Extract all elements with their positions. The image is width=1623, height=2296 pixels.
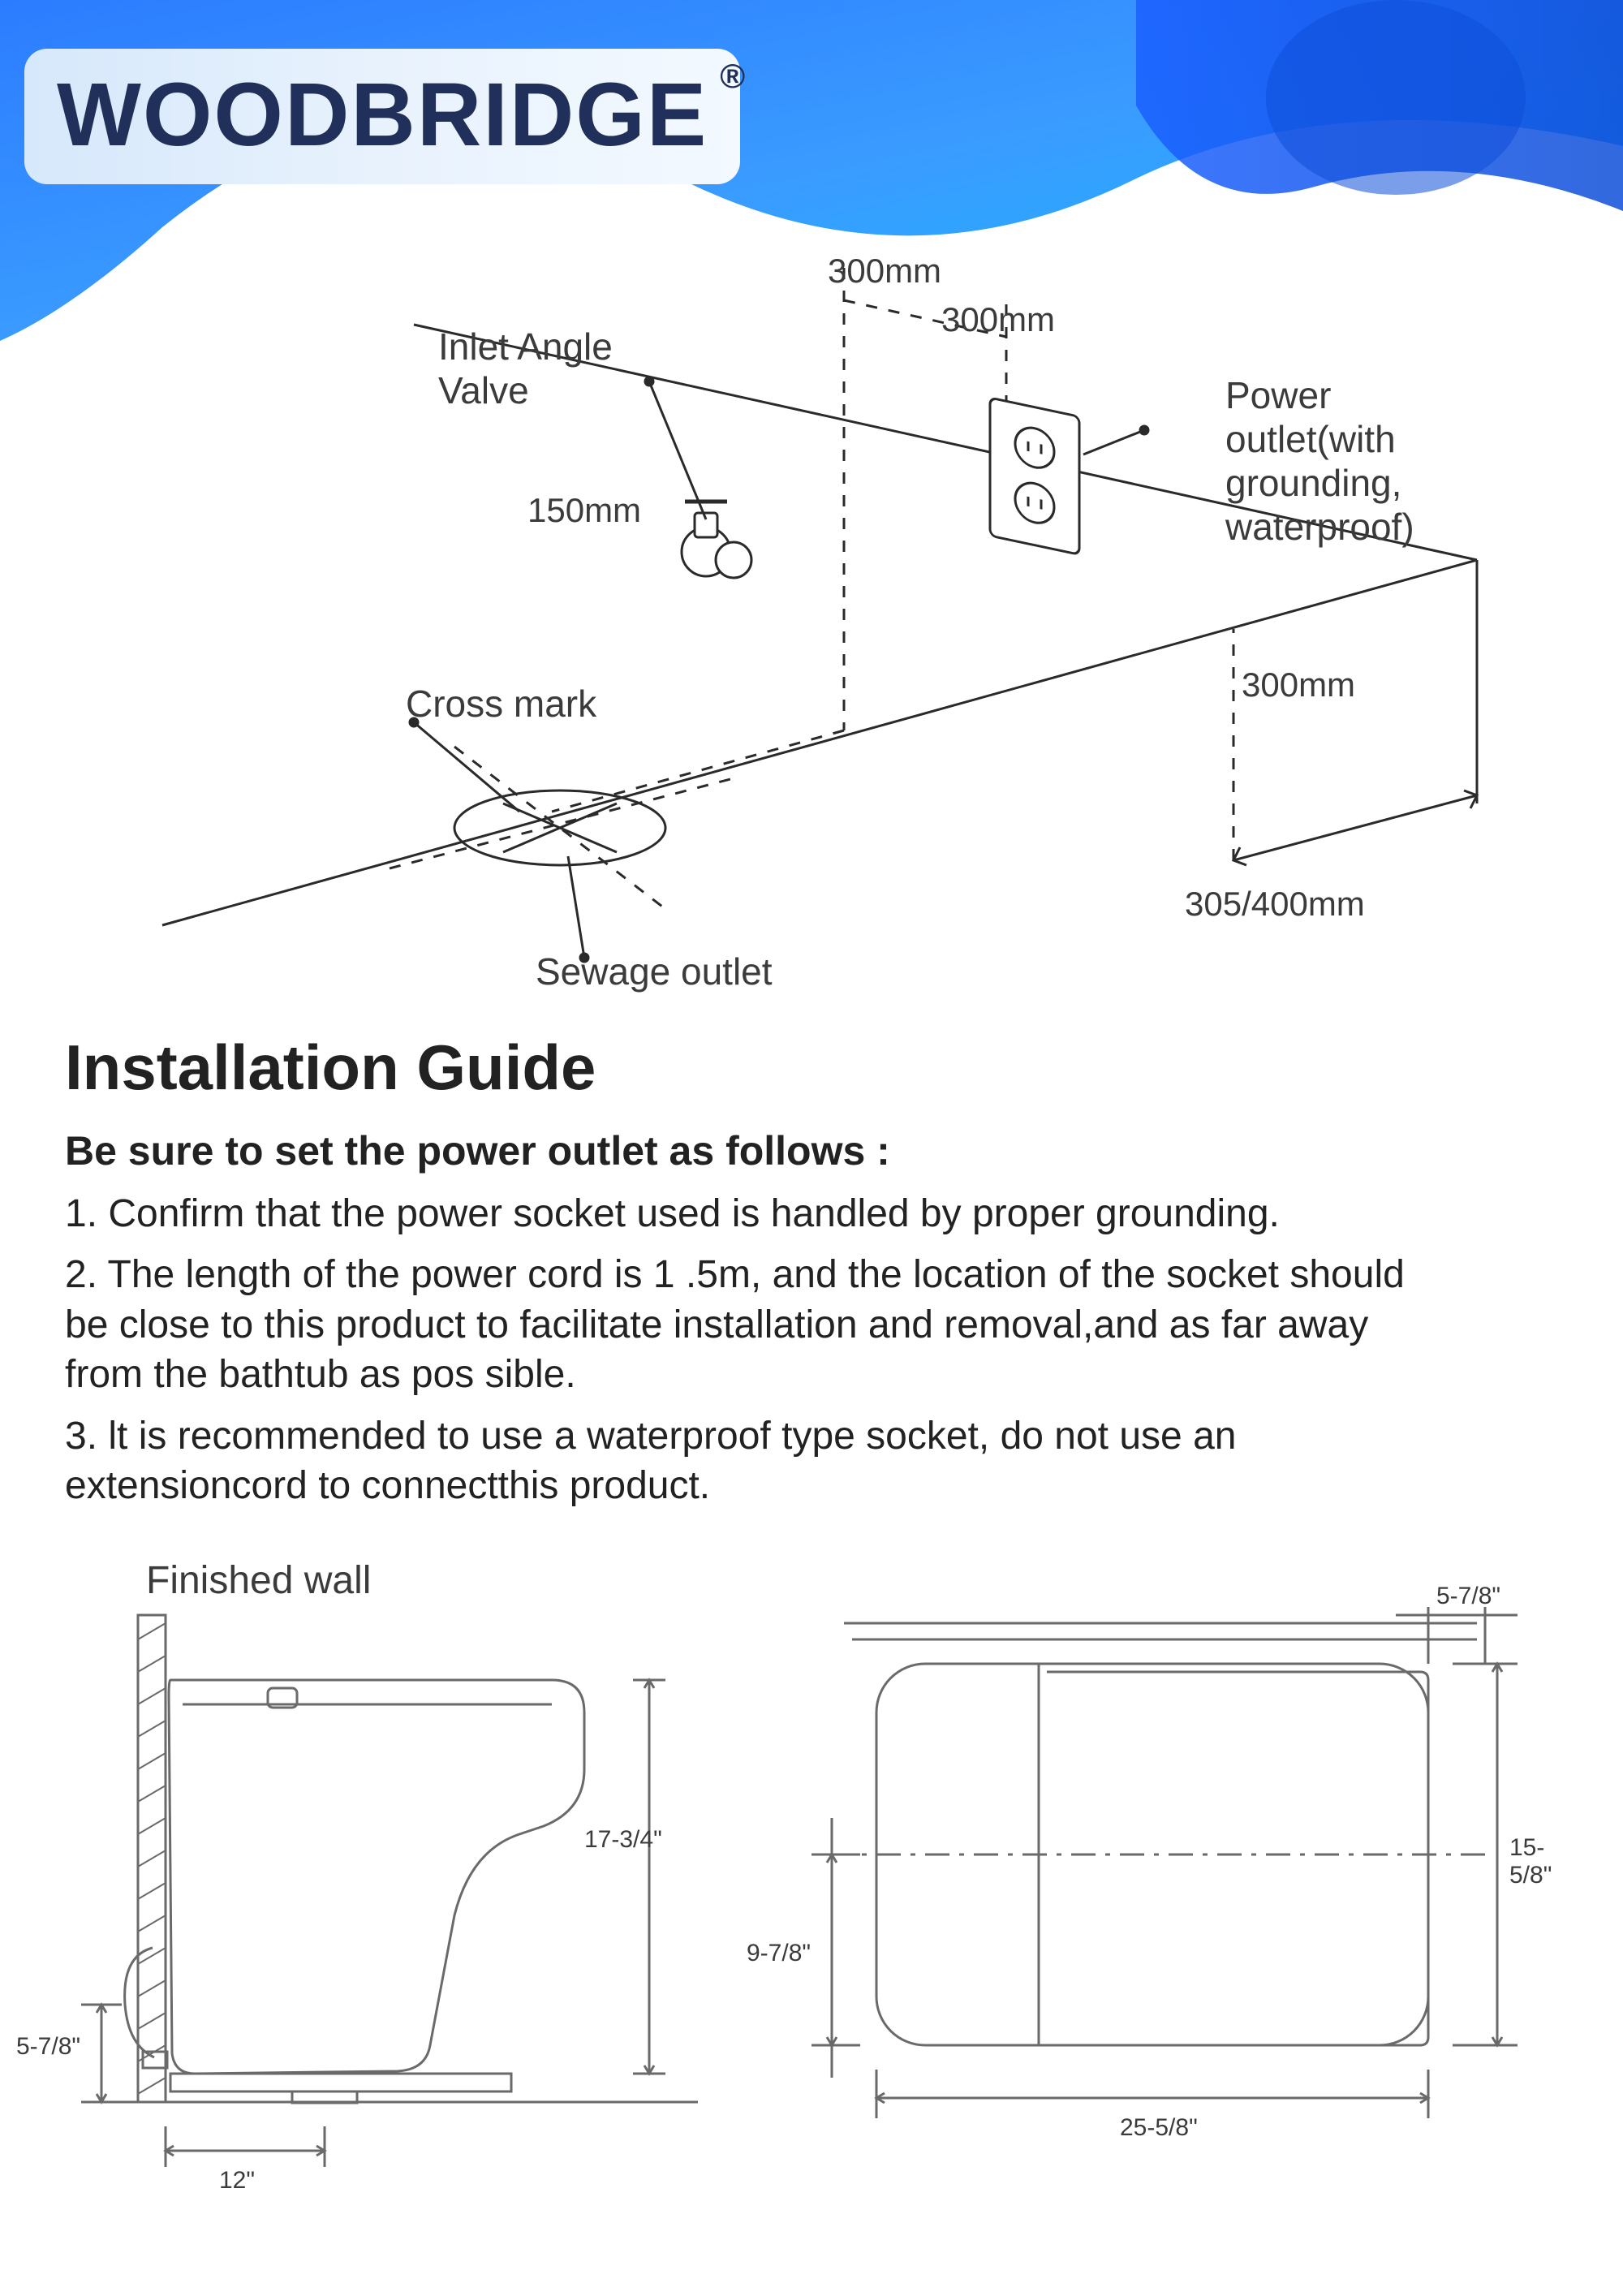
brand-text: WOODBRIDGE ® <box>57 65 708 165</box>
dim-15-5-8: 15-5/8" <box>1509 1834 1558 1889</box>
dim-5-7-8-side: 5-7/8" <box>16 2033 80 2061</box>
dim-300-top: 300mm <box>828 252 941 291</box>
dim-300-right: 300mm <box>1242 666 1355 704</box>
label-inlet-valve: Inlet Angle Valve <box>438 325 613 412</box>
dim-300-top2: 300mm <box>941 300 1055 339</box>
text-content: Installation Guide Be sure to set the po… <box>65 1031 1558 1523</box>
dim-17-3-4: 17-3/4" <box>584 1826 662 1854</box>
dim-12: 12" <box>219 2167 255 2195</box>
page-title: Installation Guide <box>65 1031 1558 1105</box>
installation-diagram: 300mm 300mm 150mm 300mm 305/400mm Inlet … <box>65 243 1558 1023</box>
dim-150: 150mm <box>527 491 641 530</box>
brand-name: WOODBRIDGE <box>57 65 708 165</box>
finished-wall-label: Finished wall <box>146 1558 371 1603</box>
paragraph-1: 1. Confirm that the power socket used is… <box>65 1189 1444 1238</box>
label-power-outlet: Power outlet(with grounding, waterproof) <box>1225 373 1414 549</box>
subtitle: Be sure to set the power outlet as follo… <box>65 1127 1558 1174</box>
brand-box: WOODBRIDGE ® <box>24 49 740 184</box>
registered-mark: ® <box>720 57 747 96</box>
label-cross-mark: Cross mark <box>406 682 596 726</box>
label-sewage-outlet: Sewage outlet <box>536 950 773 993</box>
dim-5-7-8-top: 5-7/8" <box>1436 1583 1500 1610</box>
dimension-diagrams: Finished wall <box>65 1558 1558 2256</box>
paragraph-2: 2. The length of the power cord is 1 .5m… <box>65 1250 1444 1399</box>
paragraph-3: 3. lt is recommended to use a waterproof… <box>65 1411 1444 1511</box>
dim-305-400: 305/400mm <box>1185 885 1365 924</box>
dim-25-5-8: 25-5/8" <box>1120 2114 1198 2142</box>
dim-9-7-8: 9-7/8" <box>747 1940 811 1967</box>
